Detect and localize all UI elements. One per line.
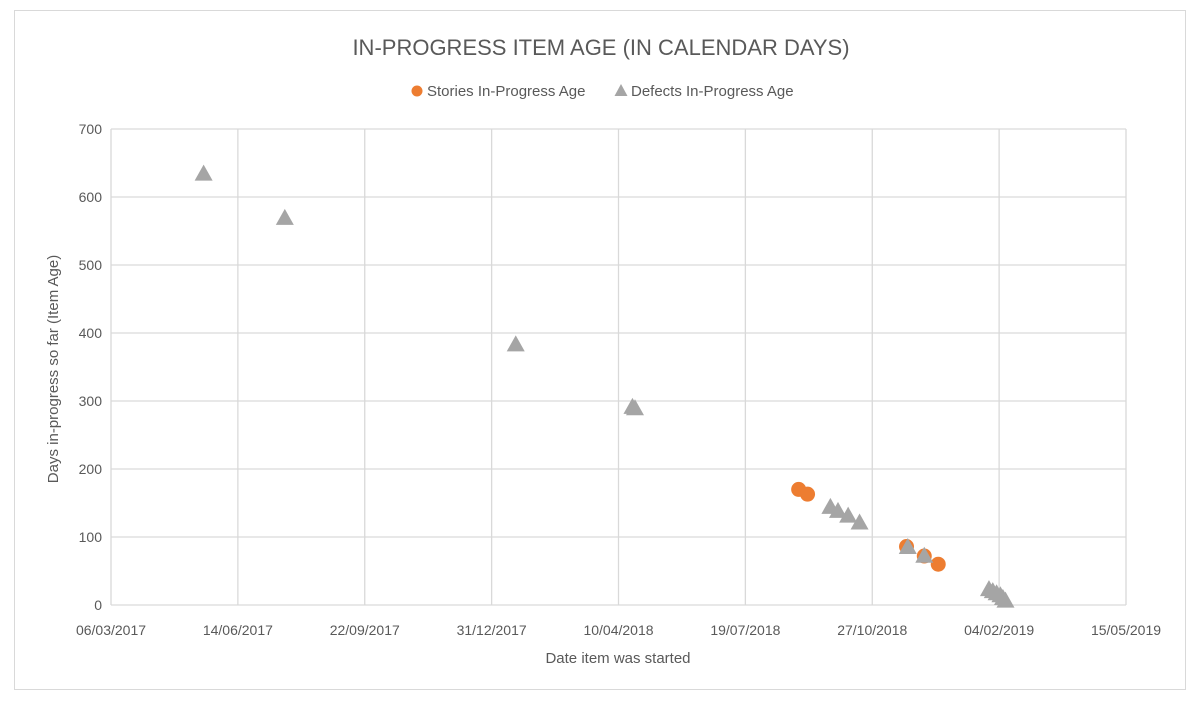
x-tick-label: 04/02/2019 [964, 622, 1034, 638]
legend-triangle-icon [614, 84, 628, 96]
x-tick-label: 15/05/2019 [1091, 622, 1161, 638]
defect-point [850, 513, 869, 530]
x-tick-label: 06/03/2017 [76, 622, 146, 638]
x-tick-label: 27/10/2018 [837, 622, 907, 638]
chart-title: IN-PROGRESS ITEM AGE (IN CALENDAR DAYS) [352, 35, 849, 60]
story-point [930, 556, 946, 572]
y-tick-label: 600 [79, 189, 103, 205]
defect-point [625, 399, 644, 416]
y-tick-label: 0 [94, 597, 102, 613]
story-point [800, 486, 816, 502]
y-tick-label: 700 [79, 121, 103, 137]
data-points [194, 164, 1015, 608]
y-tick-label: 100 [79, 529, 103, 545]
defect-point [194, 164, 213, 181]
legend-entry: Defects In-Progress Age [631, 83, 794, 100]
x-tick-label: 10/04/2018 [583, 622, 653, 638]
defect-point [996, 591, 1015, 608]
x-tick-label: 31/12/2017 [457, 622, 527, 638]
x-axis-label: Date item was started [545, 650, 690, 667]
defect-point [839, 506, 858, 523]
chart-svg: IN-PROGRESS ITEM AGE (IN CALENDAR DAYS) … [45, 35, 1161, 667]
y-axis-label: Days in-progress so far (Item Age) [45, 255, 62, 483]
defect-point [506, 335, 525, 352]
y-tick-labels: 0 100 200 300 400 500 600 700 [79, 121, 103, 613]
y-tick-label: 400 [79, 325, 103, 341]
defect-point [275, 208, 294, 225]
defect-point [828, 501, 847, 518]
defect-point [915, 546, 934, 563]
x-tick-label: 14/06/2017 [203, 622, 273, 638]
y-tick-label: 200 [79, 461, 103, 477]
legend-entry: Stories In-Progress Age [427, 83, 585, 100]
x-tick-label: 19/07/2018 [710, 622, 780, 638]
y-tick-label: 300 [79, 393, 103, 409]
legend: Stories In-Progress Age Defects In-Progre… [411, 83, 794, 100]
chart-frame: IN-PROGRESS ITEM AGE (IN CALENDAR DAYS) … [14, 10, 1186, 690]
grid [110, 128, 1127, 606]
y-tick-label: 500 [79, 257, 103, 273]
legend-circle-icon [411, 85, 423, 97]
x-tick-labels: 06/03/2017 14/06/2017 22/09/2017 31/12/2017… [76, 622, 1161, 638]
defect-point [898, 537, 917, 554]
x-tick-label: 22/09/2017 [330, 622, 400, 638]
